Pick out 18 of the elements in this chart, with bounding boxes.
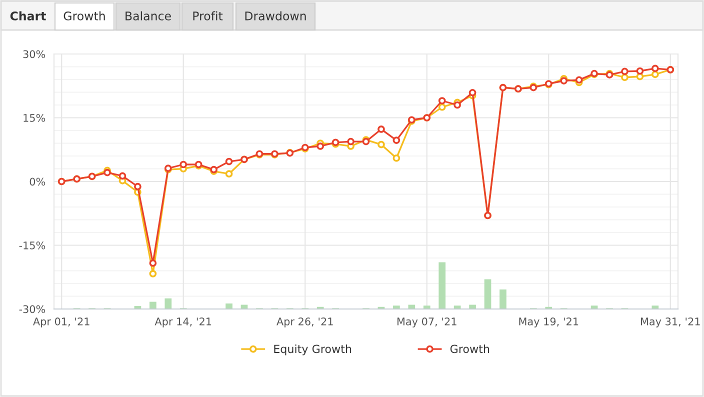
- text: Drawdown: [245, 11, 306, 20]
- text: Growth: [64, 11, 105, 20]
- y-tick-label: -30%: [19, 305, 46, 314]
- legend-label: Equity Growth: [274, 344, 352, 356]
- text: Profit: [193, 11, 223, 20]
- x-tick-label: May 19, '21: [519, 318, 578, 328]
- x-tick-label: Apr 14, '21: [154, 318, 212, 328]
- x-tick-label: Apr 26, '21: [276, 318, 333, 328]
- text: Chart: [10, 11, 46, 20]
- y-tick-label: -15%: [19, 241, 46, 250]
- y-tick-label: 0%: [30, 178, 46, 186]
- y-tick-label: 15%: [24, 114, 46, 122]
- x-tick-label: May 07, '21: [397, 318, 456, 328]
- x-tick-label: Apr 01, '21: [33, 318, 90, 328]
- y-tick-label: 30%: [23, 50, 46, 58]
- text: Balance: [126, 11, 171, 20]
- legend-label: Growth: [450, 344, 490, 354]
- x-tick-label: May 31, '21: [640, 318, 700, 328]
